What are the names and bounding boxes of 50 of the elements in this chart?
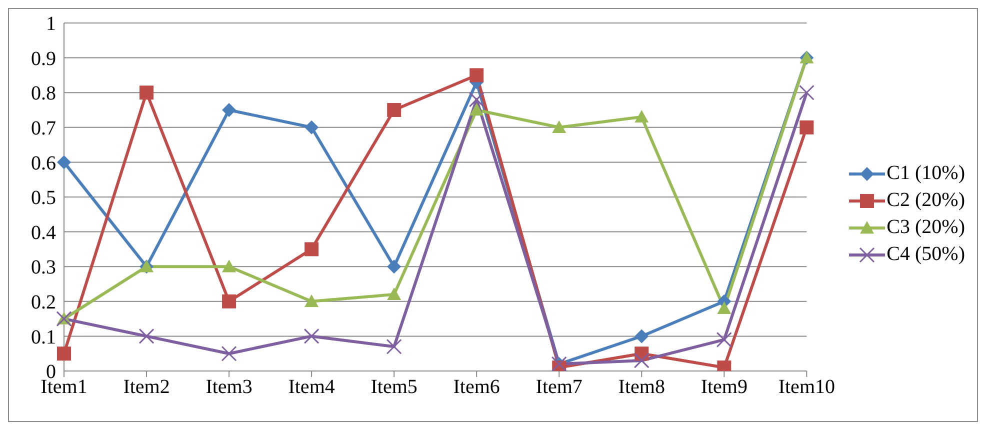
point	[470, 103, 484, 116]
point	[716, 332, 732, 348]
point	[387, 260, 402, 274]
x-tick-label: Item5	[370, 376, 418, 398]
legend-label: C2 (20%)	[886, 189, 965, 212]
y-tick-label: 0.1	[31, 326, 56, 348]
point	[387, 287, 402, 300]
x-tick-label: Item3	[206, 376, 252, 398]
point	[222, 294, 236, 308]
legend-label: C4 (50%)	[886, 243, 965, 266]
y-tick-label: 0.7	[31, 118, 56, 140]
x-tick-label: Item7	[536, 376, 582, 398]
legend-label: C1 (10%)	[886, 162, 965, 185]
x-tick-label: Item4	[288, 376, 335, 398]
y-tick-label: 0.5	[31, 187, 56, 210]
point	[717, 301, 732, 314]
point	[140, 86, 154, 100]
y-tick-label: 1	[46, 13, 56, 36]
x-tick-label: Item2	[123, 376, 170, 398]
x-tick-label: Item10	[778, 376, 835, 398]
point	[57, 346, 71, 361]
point	[634, 352, 650, 368]
point	[304, 242, 319, 256]
y-tick-label: 0.2	[31, 292, 56, 314]
point	[304, 294, 319, 307]
point	[634, 110, 649, 123]
x-tick-label: Item9	[700, 376, 748, 398]
point	[387, 103, 402, 117]
point	[634, 329, 649, 344]
x-tick-label: Item6	[453, 376, 500, 398]
point	[57, 155, 71, 170]
point	[468, 92, 484, 108]
point	[222, 260, 236, 272]
y-tick-label: 0.9	[31, 48, 56, 70]
y-tick-label: 0.6	[31, 152, 56, 174]
point	[470, 68, 484, 82]
point	[221, 346, 237, 362]
point	[222, 103, 236, 117]
point	[304, 120, 319, 134]
y-tick-label: 0.3	[31, 256, 56, 279]
y-tick-label: 0.8	[31, 82, 56, 105]
legend-label: C3 (20%)	[886, 216, 965, 239]
point	[800, 120, 814, 134]
x-tick-label: Item8	[618, 376, 665, 398]
point	[552, 120, 566, 133]
point	[304, 328, 320, 344]
point	[386, 338, 402, 354]
y-tick-label: 0.4	[31, 222, 56, 244]
point	[798, 84, 814, 100]
point	[138, 328, 154, 344]
